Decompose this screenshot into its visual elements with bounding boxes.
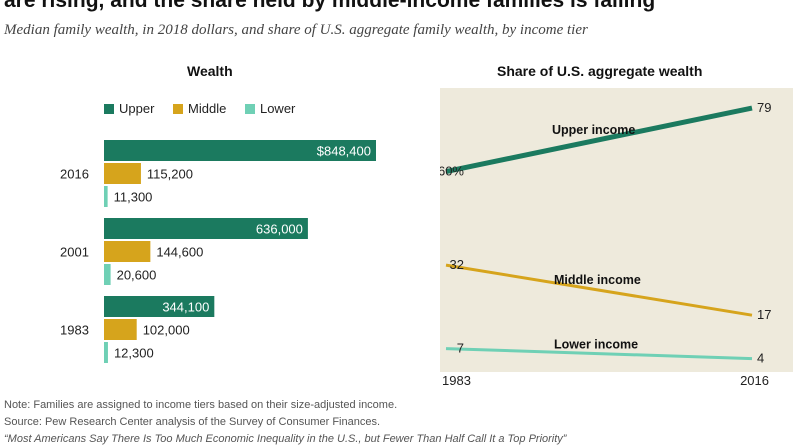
value-label-lower-2001: 20,600: [117, 268, 157, 283]
footnote-report: “Most Americans Say There Is Too Much Ec…: [4, 433, 567, 445]
value-label-middle-2016: 115,200: [147, 167, 193, 182]
legend-item-upper: Upper: [104, 101, 154, 116]
value-label-upper-2001: 636,000: [256, 222, 303, 237]
value-label-upper-1983: 344,100: [162, 300, 209, 315]
bar-upper-2001: [104, 218, 308, 239]
bar-middle-1983: [104, 319, 137, 340]
bar-lower-2001: [104, 264, 111, 285]
bar-middle-2001: [104, 241, 151, 262]
line-middle-income: [445, 263, 753, 317]
legend-item-middle: Middle: [173, 101, 226, 116]
share-line-chart: Upper income 60% 79 Middle income 32 17 Lower …: [440, 88, 793, 388]
chart-title: are rising, and the share held by middle…: [4, 0, 656, 12]
bar-middle-2016: [104, 163, 141, 184]
series-label-middle-income: Middle income: [554, 273, 641, 287]
bar-lower-1983: [104, 342, 108, 363]
value-label-middle-2001: 144,600: [156, 245, 203, 260]
bar-upper-1983: [104, 296, 215, 317]
wealth-panel-title: Wealth: [187, 63, 233, 79]
value-label-middle-1983: 102,000: [143, 323, 190, 338]
start-value-lower-income: 7: [457, 341, 464, 356]
legend-label-middle: Middle: [188, 101, 227, 116]
end-value-lower-income: 4: [757, 351, 764, 366]
start-value-middle-income: 32: [450, 257, 464, 272]
legend-swatch-upper: [104, 103, 114, 114]
series-label-upper-income: Upper income: [552, 123, 635, 137]
bar-lower-2016: [104, 186, 108, 207]
x-tick-1983: 1983: [442, 373, 471, 388]
bar-upper-2016: [104, 140, 376, 161]
category-label-2016: 2016: [60, 167, 89, 182]
series-label-lower-income: Lower income: [554, 338, 638, 352]
category-label-2001: 2001: [60, 245, 89, 260]
value-label-lower-2016: 11,300: [114, 190, 153, 205]
value-label-upper-2016: $848,400: [317, 144, 371, 159]
legend-label-upper: Upper: [119, 101, 155, 116]
legend-swatch-lower: [244, 103, 255, 114]
start-value-upper-income: 60%: [440, 164, 464, 179]
x-tick-2016: 2016: [740, 373, 769, 388]
wealth-bar-chart: 2016 $848,400 115,200 11,300 2001 636,000 144,…: [60, 140, 376, 363]
legend: Upper Middle Lower: [104, 101, 310, 117]
legend-swatch-middle: [173, 103, 184, 114]
legend-label-lower: Lower: [259, 101, 296, 116]
footnote-note: Note: Families are assigned to income ti…: [4, 399, 398, 411]
line-lower-income: [445, 347, 753, 361]
line-upper-income: [445, 105, 753, 174]
chart-subtitle: Median family wealth, in 2018 dollars, a…: [4, 22, 588, 38]
share-panel-title: Share of U.S. aggregate wealth: [497, 63, 703, 79]
end-value-upper-income: 79: [757, 100, 771, 115]
category-label-1983: 1983: [60, 323, 89, 338]
footnote-source: Source: Pew Research Center analysis of …: [4, 416, 381, 428]
value-label-lower-1983: 12,300: [114, 346, 154, 361]
legend-item-lower: Lower: [244, 101, 296, 116]
end-value-middle-income: 17: [757, 307, 771, 322]
